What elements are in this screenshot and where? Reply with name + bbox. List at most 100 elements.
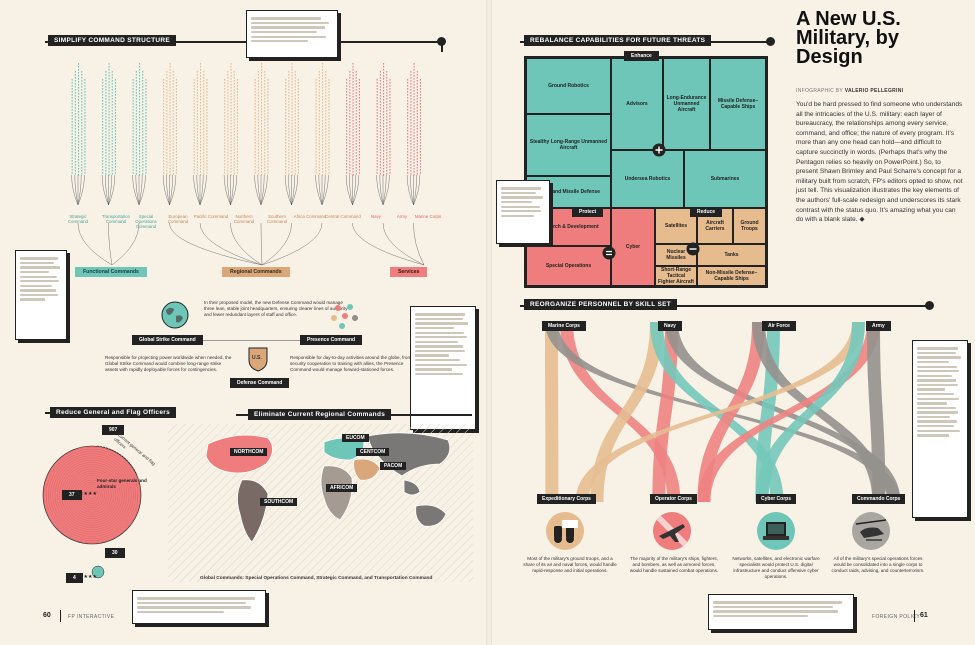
tree-dot bbox=[227, 143, 229, 145]
tree-dot bbox=[132, 124, 134, 126]
tree-dot bbox=[386, 71, 388, 73]
tree-dot bbox=[379, 95, 381, 97]
tree-dot bbox=[233, 122, 235, 124]
tree-dot bbox=[267, 103, 269, 105]
tree-dot bbox=[349, 77, 351, 79]
tree-dot bbox=[139, 108, 141, 110]
tree-dot bbox=[264, 158, 266, 160]
tree-dot bbox=[81, 167, 83, 169]
tree-label-regional-1: Pacific Command bbox=[193, 214, 229, 219]
tree-dot bbox=[407, 121, 409, 123]
tree-dot bbox=[81, 98, 83, 100]
tree-dot bbox=[71, 91, 73, 93]
ring bbox=[45, 448, 139, 542]
tree-dot bbox=[193, 142, 195, 144]
tree-dot bbox=[413, 108, 415, 110]
tree-dot bbox=[224, 127, 226, 129]
tree-dot bbox=[78, 84, 80, 86]
tm-submarines: Submarines bbox=[684, 150, 766, 208]
tree-dot bbox=[230, 147, 232, 149]
tree-dot bbox=[358, 79, 360, 81]
tree-dot bbox=[175, 121, 177, 123]
tree-dot bbox=[169, 141, 171, 143]
tree-dot bbox=[376, 163, 378, 165]
tree-dot bbox=[386, 116, 388, 118]
tree-dot bbox=[318, 83, 320, 85]
tree-dot bbox=[78, 93, 80, 95]
tree-dot bbox=[175, 115, 177, 117]
tree-dot bbox=[224, 121, 226, 123]
tree-dot bbox=[196, 92, 198, 94]
tree-dot bbox=[285, 172, 287, 174]
tree-dot bbox=[413, 99, 415, 101]
presence-command-label: Presence Command bbox=[300, 335, 363, 345]
tree-dot bbox=[172, 80, 174, 82]
tree-dot bbox=[71, 127, 73, 129]
tree-dot bbox=[261, 144, 263, 146]
tree-dot bbox=[325, 125, 327, 127]
tree-dot bbox=[407, 163, 409, 165]
tree-dot bbox=[145, 106, 147, 108]
tree-dot bbox=[413, 171, 415, 173]
tree-dot bbox=[236, 172, 238, 174]
tree-dot bbox=[169, 147, 171, 149]
byline-name: VALERIO PELLEGRINI bbox=[844, 88, 904, 94]
tree-dot bbox=[376, 157, 378, 159]
tree-dot bbox=[349, 173, 351, 175]
tree-dot bbox=[264, 173, 266, 175]
tree-dot bbox=[114, 166, 116, 168]
tree-dot bbox=[407, 85, 409, 87]
tree-dot bbox=[108, 90, 110, 92]
tree-dot bbox=[169, 114, 171, 116]
tree-dot bbox=[227, 113, 229, 115]
tree-dot bbox=[74, 170, 76, 172]
tree-dot bbox=[294, 164, 296, 166]
tree-dot bbox=[203, 161, 205, 163]
tree-dot bbox=[383, 90, 385, 92]
tree-dot bbox=[328, 136, 330, 138]
tree-branch bbox=[382, 174, 387, 206]
tree-dot bbox=[71, 85, 73, 87]
tree-connector bbox=[261, 222, 292, 266]
tree-dot bbox=[132, 127, 134, 129]
presence-text: Responsible for day-to-day activities ar… bbox=[290, 355, 412, 372]
tree-dot bbox=[358, 100, 360, 102]
tree-branch bbox=[77, 174, 85, 206]
tree-dot bbox=[291, 114, 293, 116]
tree-dot bbox=[379, 155, 381, 157]
tree-dot bbox=[74, 128, 76, 130]
tree-dot bbox=[328, 172, 330, 174]
tree-dot bbox=[105, 128, 107, 130]
tree-dot bbox=[206, 82, 208, 84]
tree-dot bbox=[261, 174, 263, 176]
tree-dot bbox=[169, 108, 171, 110]
tree-dot bbox=[346, 124, 348, 126]
tree-dot bbox=[288, 122, 290, 124]
tree-dot bbox=[78, 126, 80, 128]
tree-dot bbox=[230, 168, 232, 170]
tree-dot bbox=[318, 152, 320, 154]
tree-dot bbox=[142, 158, 144, 160]
tree-dot bbox=[236, 166, 238, 168]
tree-dot bbox=[358, 106, 360, 108]
tree-dot bbox=[358, 85, 360, 87]
tree-dot bbox=[261, 141, 263, 143]
tree-dot bbox=[230, 135, 232, 137]
tree-dot bbox=[102, 121, 104, 123]
tree-dot bbox=[379, 80, 381, 82]
tree-dot bbox=[206, 154, 208, 156]
tree-dot bbox=[224, 142, 226, 144]
tree-dot bbox=[233, 101, 235, 103]
tree-dot bbox=[288, 89, 290, 91]
tree-dot bbox=[166, 152, 168, 154]
tree-dot bbox=[233, 155, 235, 157]
tree-dot bbox=[379, 71, 381, 73]
tree-dot bbox=[389, 169, 391, 171]
tree-dot bbox=[297, 109, 299, 111]
tree-dot bbox=[285, 136, 287, 138]
tree-dot bbox=[389, 88, 391, 90]
tree-dot bbox=[233, 158, 235, 160]
tree-dot bbox=[224, 130, 226, 132]
tree-dot bbox=[114, 88, 116, 90]
tree-dot bbox=[328, 124, 330, 126]
